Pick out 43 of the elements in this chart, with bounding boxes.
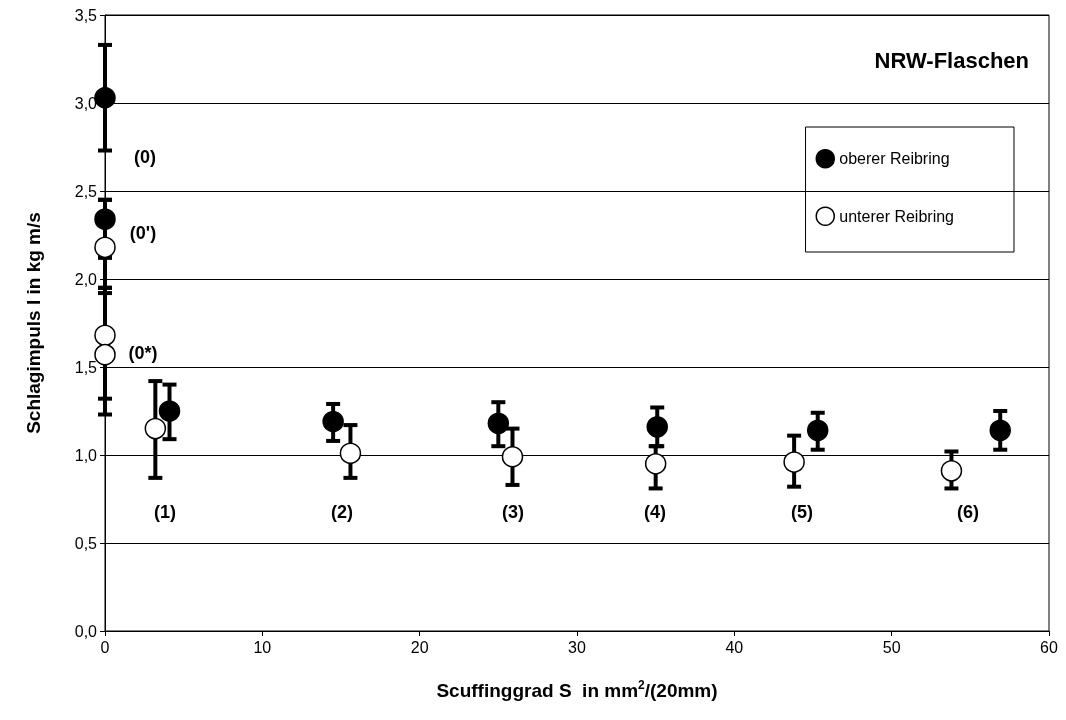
annotation: (0*) (128, 343, 158, 363)
point (487, 412, 510, 435)
y-tick-label: 2,0 (74, 270, 98, 288)
point (158, 400, 181, 422)
annotation: (0') (129, 223, 157, 243)
point (94, 208, 116, 230)
point (501, 446, 524, 468)
annotation: (1) (154, 502, 176, 522)
x-tick-label: 50 (882, 638, 901, 656)
point (989, 419, 1011, 442)
point (94, 324, 116, 347)
x-tick-label: 20 (410, 638, 429, 656)
y-tick-label: 3,5 (74, 6, 98, 24)
point (339, 442, 362, 464)
y-tick-label: 2,5 (74, 182, 98, 200)
point (806, 419, 829, 442)
point (94, 236, 116, 259)
x-tick-label: 30 (568, 638, 586, 656)
y-tick-label: 3,0 (74, 94, 98, 112)
y-tick-label: 0,0 (74, 622, 98, 640)
legend-label: unterer Reibring (839, 207, 955, 225)
legend-label: oberer Reibring (839, 150, 950, 168)
y-tick-label: 1,0 (74, 446, 98, 464)
x-tick-label: 40 (725, 638, 744, 656)
x-tick-label: 60 (1040, 638, 1058, 656)
y-tick-label: 1,5 (74, 358, 98, 376)
point (144, 417, 167, 440)
y-tick-label: 0,5 (74, 534, 98, 552)
x-tick-label: 10 (253, 638, 272, 656)
x-tick-label: 0 (100, 638, 110, 656)
y-axis-title: Schlagimpuls I in kg m/s (23, 212, 44, 434)
annotation: (5) (791, 502, 813, 522)
point (644, 453, 667, 475)
annotation: (2) (331, 502, 353, 522)
annotation: (3) (502, 502, 524, 522)
annotation: (0) (134, 147, 156, 167)
annotation: (4) (644, 502, 666, 522)
annotation: (6) (957, 502, 979, 522)
point (940, 460, 963, 482)
point (322, 410, 344, 433)
point (646, 416, 668, 438)
text: NRW-Flaschen (874, 47, 1030, 73)
point (783, 451, 805, 473)
